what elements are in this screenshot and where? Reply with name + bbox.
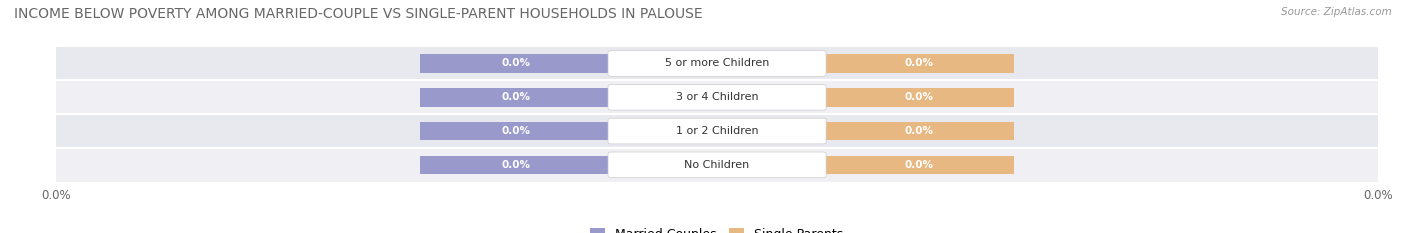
Text: 3 or 4 Children: 3 or 4 Children (676, 92, 758, 102)
FancyBboxPatch shape (607, 152, 827, 178)
Text: 1 or 2 Children: 1 or 2 Children (676, 126, 758, 136)
Text: 0.0%: 0.0% (501, 58, 530, 69)
Text: 0.0%: 0.0% (904, 126, 934, 136)
Bar (823, 54, 1014, 73)
Text: Source: ZipAtlas.com: Source: ZipAtlas.com (1281, 7, 1392, 17)
Text: 5 or more Children: 5 or more Children (665, 58, 769, 69)
Text: 0.0%: 0.0% (904, 58, 934, 69)
FancyBboxPatch shape (607, 84, 827, 110)
Text: INCOME BELOW POVERTY AMONG MARRIED-COUPLE VS SINGLE-PARENT HOUSEHOLDS IN PALOUSE: INCOME BELOW POVERTY AMONG MARRIED-COUPL… (14, 7, 703, 21)
Bar (419, 88, 612, 106)
Bar (419, 122, 612, 140)
Bar (419, 156, 612, 174)
FancyBboxPatch shape (607, 118, 827, 144)
Text: 0.0%: 0.0% (904, 92, 934, 102)
Bar (56, 114, 1378, 148)
Bar (823, 88, 1014, 106)
Text: 0.0%: 0.0% (904, 160, 934, 170)
Text: No Children: No Children (685, 160, 749, 170)
Bar (823, 122, 1014, 140)
Text: 0.0%: 0.0% (501, 126, 530, 136)
Bar (56, 80, 1378, 114)
Bar (56, 148, 1378, 182)
Bar (56, 47, 1378, 80)
Bar (823, 156, 1014, 174)
FancyBboxPatch shape (607, 51, 827, 76)
Bar (419, 54, 612, 73)
Text: 0.0%: 0.0% (501, 160, 530, 170)
Legend: Married Couples, Single Parents: Married Couples, Single Parents (585, 223, 849, 233)
Text: 0.0%: 0.0% (501, 92, 530, 102)
